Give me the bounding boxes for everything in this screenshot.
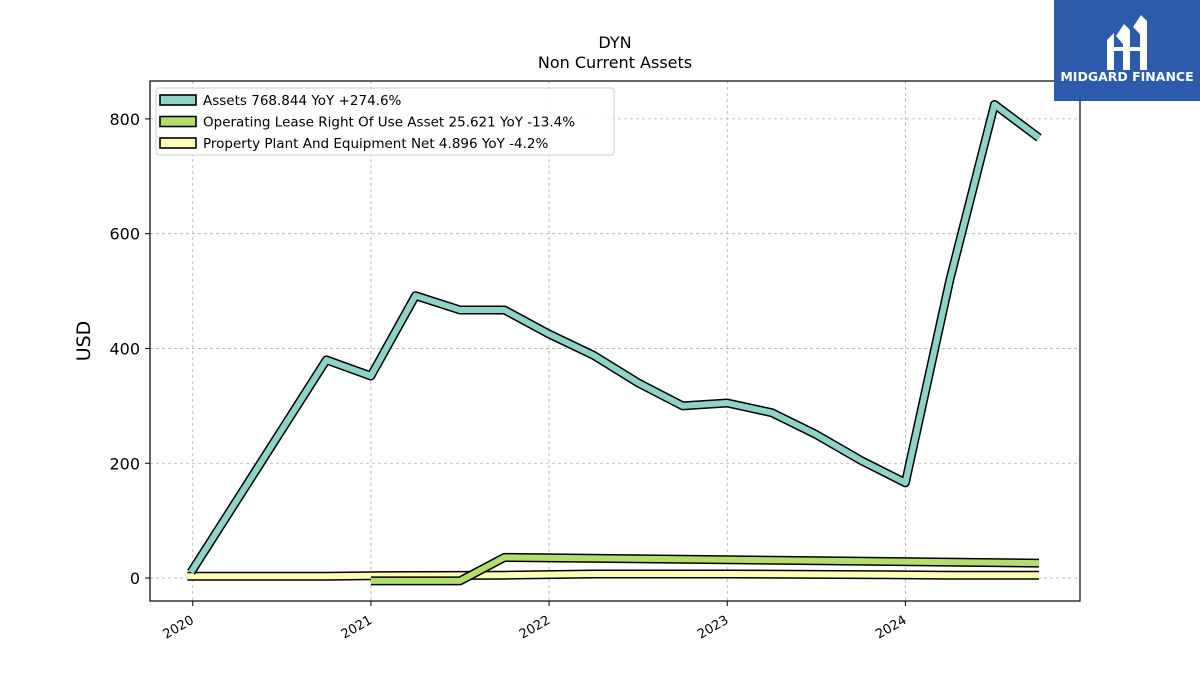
x-tick-label-3: 2023 xyxy=(695,613,731,643)
legend-swatch-1 xyxy=(159,115,197,128)
series-outline-0 xyxy=(187,100,1042,575)
legend-label-2: Property Plant And Equipment Net 4.896 Y… xyxy=(203,136,548,152)
x-tick-label-0: 2020 xyxy=(161,613,197,643)
y-axis-ticks: 0 200 400 600 800 xyxy=(109,110,150,588)
chart-title: DYN xyxy=(598,33,631,52)
x-tick-label-2: 2022 xyxy=(517,613,553,643)
series-line-0 xyxy=(188,101,1041,574)
legend-label-0: Assets 768.844 YoY +274.6% xyxy=(203,93,402,109)
y-tick-label-0: 0 xyxy=(130,569,140,588)
legend-swatch-2 xyxy=(159,137,197,149)
x-axis-ticks: 2020 2021 2022 2023 2024 xyxy=(161,601,909,643)
x-tick-label-1: 2021 xyxy=(339,613,375,643)
y-tick-label-4: 800 xyxy=(109,110,140,129)
legend-box xyxy=(155,87,615,156)
legend-swatch-0 xyxy=(159,94,197,106)
legend: Assets 768.844 YoY +274.6% Operating Leas… xyxy=(155,87,615,156)
legend-label-1: Operating Lease Right Of Use Asset 25.62… xyxy=(203,115,575,131)
chart-subtitle: Non Current Assets xyxy=(538,53,692,72)
x-tick-label-4: 2024 xyxy=(873,613,909,643)
axes-frame xyxy=(149,80,1081,602)
series-line-1 xyxy=(370,554,1040,584)
midgard-finance-logo: MIDGARD FINANCE xyxy=(1054,0,1200,101)
plot-area: 0 200 400 600 800 2020 2021 2022 2023 2024 xyxy=(109,80,1081,643)
series-line-2 xyxy=(187,571,1039,580)
logo-mark-icon xyxy=(1107,15,1147,70)
y-axis-label: USD xyxy=(73,321,95,362)
y-tick-label-1: 200 xyxy=(109,454,140,473)
logo-text: MIDGARD FINANCE xyxy=(1060,69,1193,84)
y-tick-label-2: 400 xyxy=(109,339,140,358)
series-layer xyxy=(187,100,1042,586)
y-tick-label-3: 600 xyxy=(109,225,140,244)
